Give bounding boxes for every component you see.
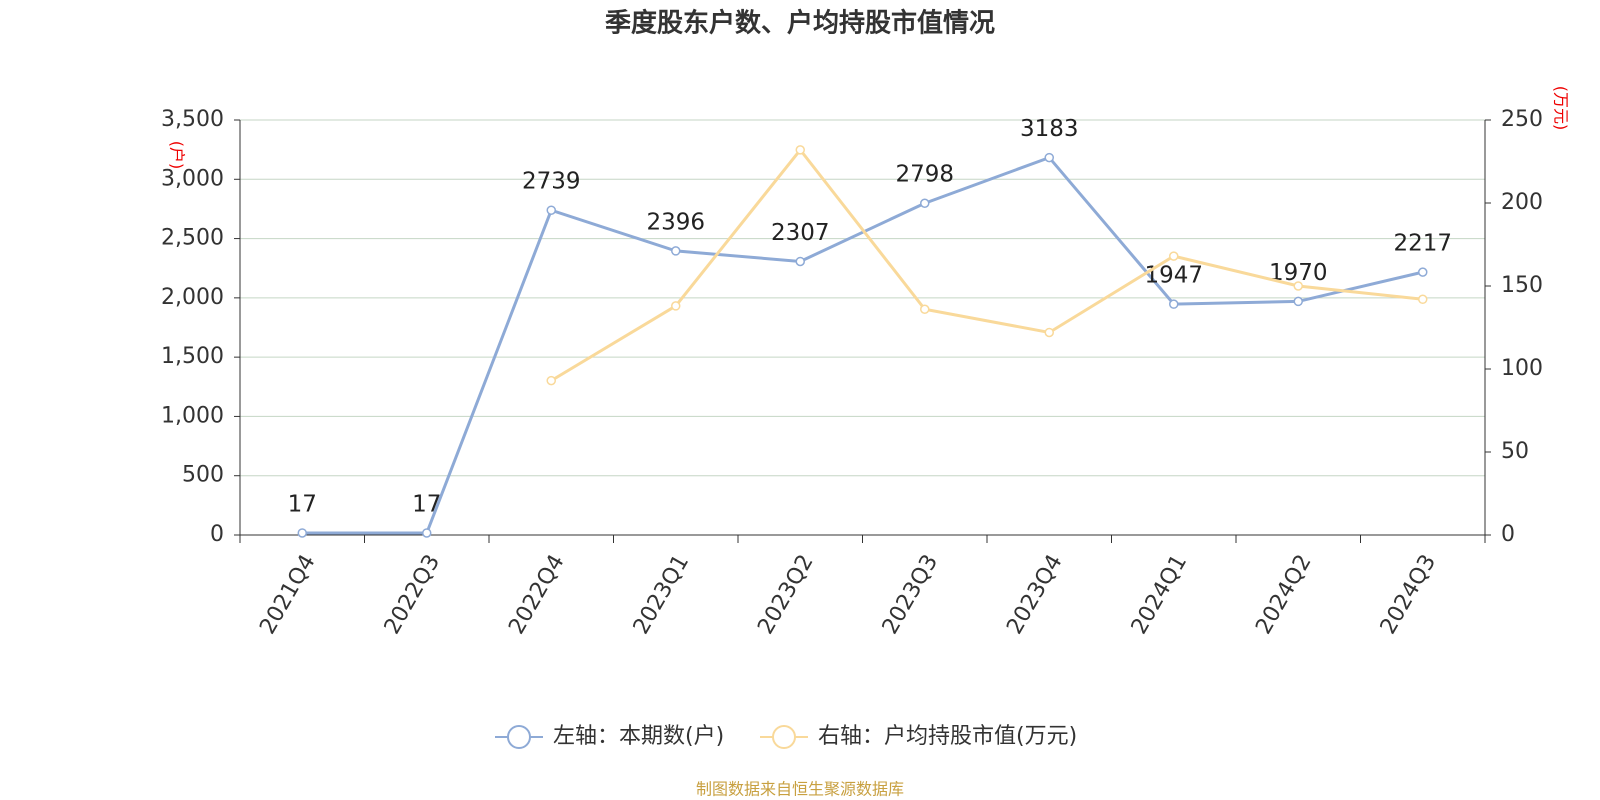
legend-label: 左轴：本期数(户) xyxy=(553,724,724,749)
data-label: 17 xyxy=(288,491,317,517)
y-tick-label: 500 xyxy=(182,463,224,488)
point xyxy=(1418,294,1428,305)
x-tick-label: 2024Q2 xyxy=(1251,551,1316,639)
point xyxy=(671,301,681,311)
data-label: 3183 xyxy=(1020,116,1079,142)
point xyxy=(422,528,432,538)
y2-tick-label: 50 xyxy=(1501,439,1529,464)
y-axis-label: (户) xyxy=(168,141,187,170)
data-label: 17 xyxy=(412,491,441,517)
y2-tick-label: 0 xyxy=(1501,522,1515,547)
point xyxy=(1293,296,1303,307)
point xyxy=(1044,152,1054,163)
y-tick-label: 1,000 xyxy=(161,403,224,428)
legend-marker xyxy=(772,725,796,749)
y2-tick-label: 250 xyxy=(1501,107,1543,132)
x-tick-label: 2023Q2 xyxy=(753,551,818,639)
data-label: 1947 xyxy=(1144,263,1203,289)
point xyxy=(1418,267,1428,277)
point xyxy=(546,375,556,386)
y2-tick-label: 150 xyxy=(1501,273,1543,298)
chart-title: 季度股东户数、户均持股市值情况 xyxy=(605,8,995,39)
point xyxy=(1169,299,1179,309)
x-tick-label: 2022Q3 xyxy=(380,551,445,639)
legend-marker xyxy=(507,725,531,749)
x-tick-label: 2021Q4 xyxy=(255,551,320,639)
y2-axis-label: (万元) xyxy=(1552,86,1571,131)
x-tick-label: 2022Q4 xyxy=(504,551,569,639)
point xyxy=(1169,251,1179,261)
point xyxy=(795,145,805,155)
y-tick-label: 1,500 xyxy=(161,344,224,369)
point xyxy=(1293,281,1303,291)
y-tick-label: 0 xyxy=(210,522,224,547)
point xyxy=(920,304,930,314)
y-tick-label: 3,000 xyxy=(161,166,224,191)
data-label: 2217 xyxy=(1393,231,1452,257)
point xyxy=(795,256,805,267)
data-label: 2739 xyxy=(522,169,581,195)
point xyxy=(546,205,556,215)
point xyxy=(297,528,307,538)
point xyxy=(671,246,681,256)
x-tick-label: 2023Q4 xyxy=(1002,551,1067,639)
point xyxy=(1044,327,1054,338)
x-tick-label: 2024Q1 xyxy=(1127,551,1192,639)
series-line xyxy=(302,155,1424,535)
y-tick-label: 3,500 xyxy=(161,107,224,132)
y2-tick-label: 200 xyxy=(1501,190,1543,215)
series-line xyxy=(550,147,1423,382)
x-tick-label: 2023Q3 xyxy=(878,551,943,639)
y-tick-label: 2,000 xyxy=(161,285,224,310)
data-label: 2307 xyxy=(771,220,830,246)
legend-label: 右轴：户均持股市值(万元) xyxy=(818,724,1077,749)
data-label: 2798 xyxy=(895,162,954,188)
source-note: 制图数据来自恒生聚源数据库 xyxy=(696,780,904,799)
y2-tick-label: 100 xyxy=(1501,356,1543,381)
x-tick-label: 2023Q1 xyxy=(629,551,694,639)
y-tick-label: 2,500 xyxy=(161,226,224,251)
point xyxy=(920,198,930,208)
x-tick-label: 2024Q3 xyxy=(1376,551,1441,639)
data-label: 2396 xyxy=(646,209,705,235)
